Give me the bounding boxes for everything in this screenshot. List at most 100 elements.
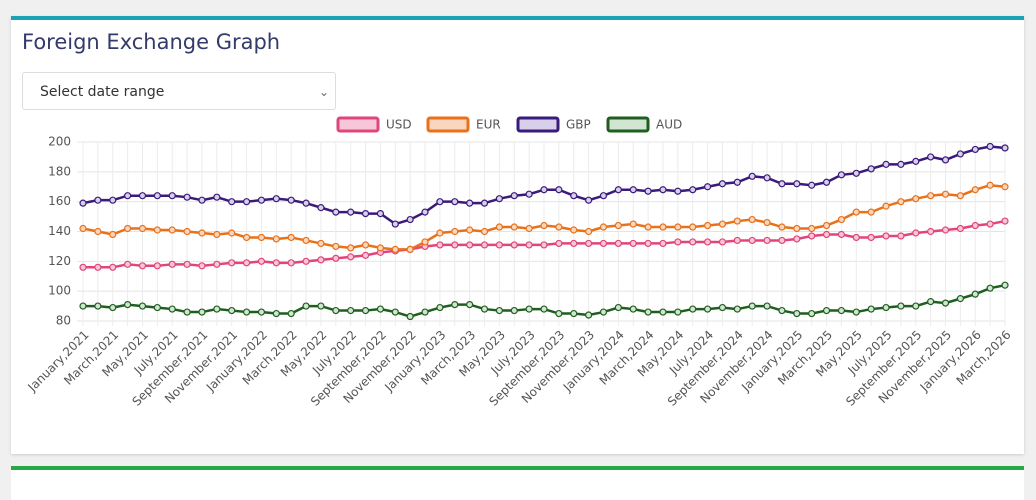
data-point (644, 239, 652, 248)
data-point (1001, 144, 1009, 152)
data-point (242, 259, 251, 267)
data-point (674, 308, 682, 316)
data-point (347, 208, 355, 216)
data-point (986, 220, 994, 228)
data-point (718, 238, 727, 246)
data-point (941, 299, 950, 307)
data-point (599, 308, 608, 316)
data-point (153, 226, 161, 234)
data-point (94, 263, 102, 271)
data-point (822, 306, 831, 315)
data-point (570, 226, 578, 234)
data-point (852, 208, 860, 216)
data-point (272, 259, 280, 267)
data-point (183, 193, 191, 201)
data-point (733, 217, 741, 225)
data-point (956, 150, 964, 158)
data-point (748, 172, 756, 180)
data-point (198, 308, 206, 316)
data-point (466, 300, 474, 309)
data-point (748, 302, 756, 310)
data-point (257, 257, 266, 265)
data-point (257, 233, 266, 242)
data-point (718, 220, 727, 228)
data-point (941, 190, 950, 198)
data-point (733, 236, 741, 245)
y-tick-label: 180 (48, 164, 71, 178)
data-point (198, 262, 206, 270)
data-point (138, 224, 147, 233)
data-point (599, 223, 608, 231)
data-point (585, 227, 593, 236)
data-point (644, 223, 652, 231)
data-point (614, 186, 622, 194)
data-point (109, 303, 117, 312)
data-point (436, 303, 444, 312)
data-point (927, 227, 935, 236)
data-point (391, 308, 399, 316)
data-point (570, 239, 578, 248)
data-point (168, 226, 176, 234)
data-point (555, 223, 563, 231)
data-point (317, 204, 325, 212)
data-point (927, 192, 935, 200)
data-point (480, 305, 489, 313)
data-point (674, 187, 682, 195)
data-point (242, 308, 251, 316)
data-point (822, 178, 831, 186)
data-point (510, 192, 518, 200)
data-point (495, 306, 503, 315)
legend-label: AUD (656, 118, 682, 132)
data-point (302, 257, 310, 265)
data-point (376, 305, 385, 313)
data-point (540, 221, 548, 230)
data-point (391, 245, 399, 253)
data-point (510, 223, 518, 231)
data-point (138, 302, 147, 310)
data-point (302, 199, 310, 207)
page: Foreign Exchange Graph Select date range… (11, 16, 1024, 500)
data-point (822, 230, 831, 239)
data-point (332, 254, 340, 262)
data-point (748, 236, 756, 245)
date-range-select[interactable]: Select date range ⌄ (22, 72, 336, 110)
data-point (79, 263, 87, 271)
data-point (79, 224, 87, 233)
data-point (808, 181, 816, 189)
data-point (555, 239, 563, 248)
data-point (971, 290, 979, 298)
data-point (793, 180, 801, 188)
data-point (689, 186, 697, 194)
data-point (912, 229, 920, 237)
data-point (525, 224, 533, 233)
data-point (287, 309, 295, 318)
data-point (912, 302, 920, 310)
chart: 80100120140160180200January,2021March,20… (25, 116, 1014, 409)
data-point (867, 165, 875, 173)
data-point (778, 236, 786, 245)
data-point (109, 263, 117, 271)
data-point (808, 232, 816, 240)
data-point (466, 199, 474, 207)
data-point (912, 195, 920, 203)
data-point (971, 221, 979, 230)
data-point (837, 306, 846, 315)
data-point (1001, 281, 1009, 289)
data-point (555, 309, 563, 318)
legend-swatch (606, 116, 650, 133)
data-point (689, 238, 697, 246)
data-point (540, 241, 548, 249)
data-point (703, 238, 712, 246)
data-point (183, 308, 191, 316)
data-point (585, 196, 593, 204)
data-point (629, 305, 637, 313)
data-point (480, 199, 489, 207)
data-point (361, 306, 370, 315)
data-point (882, 202, 890, 210)
data-point (837, 215, 846, 224)
data-point (927, 298, 935, 306)
data-point (659, 186, 667, 194)
data-point (466, 241, 474, 249)
data-point (971, 186, 979, 194)
data-point (495, 195, 503, 203)
